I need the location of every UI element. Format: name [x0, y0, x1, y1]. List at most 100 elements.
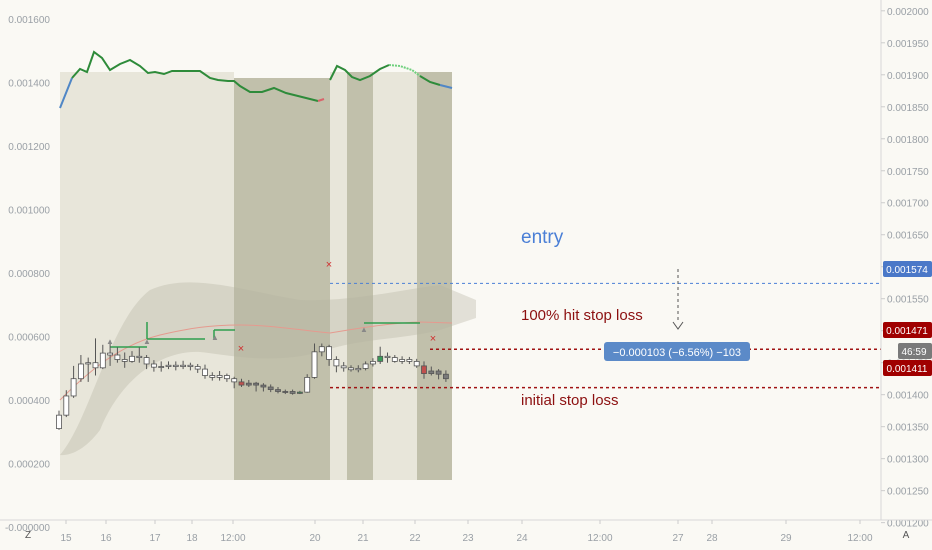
buy-triangle-mark: ▲: [143, 337, 151, 346]
candle-body: [194, 366, 201, 370]
left-axis-tick: 0.000400: [8, 396, 50, 407]
auto-scale-button[interactable]: A: [903, 530, 910, 541]
right-axis-tick: 0.001250: [887, 487, 929, 498]
candle-body: [202, 368, 208, 376]
candle-body: [391, 357, 398, 362]
buy-triangle-mark: ▲: [360, 325, 368, 334]
candle-body: [413, 361, 420, 367]
level-lines: [330, 282, 881, 389]
left-axis-tick: -0.000000: [5, 523, 50, 534]
left-axis-tick: 0.001000: [8, 205, 50, 216]
indicator-line-blue: [439, 84, 453, 89]
time-axis-tick: 12:00: [220, 533, 245, 544]
candle-body: [384, 355, 391, 358]
candle-body: [399, 359, 406, 362]
candle-body: [223, 375, 230, 380]
candle-body: [78, 363, 84, 380]
candle-body: [136, 355, 143, 358]
right-axis-tick: 0.001700: [887, 199, 929, 210]
left-axis-tick: 0.001600: [8, 15, 50, 26]
time-axis-tick: 16: [100, 533, 112, 544]
candle-body: [362, 363, 369, 369]
candle-body: [114, 354, 121, 360]
candle-body: [180, 364, 187, 367]
candle-body: [253, 382, 260, 386]
candle-body: [92, 362, 99, 369]
candle-body: [129, 355, 135, 362]
candle-body: [143, 357, 150, 365]
signal-marks: × × × ▲ ▲ ▲ ▲: [106, 259, 436, 355]
candle-body: [231, 378, 238, 383]
left-axis-tick: 0.000800: [8, 269, 50, 280]
candle-body: [216, 375, 223, 378]
measure-box[interactable]: [604, 342, 750, 361]
candle-body: [209, 375, 216, 378]
indicator-line-blue: [59, 77, 73, 109]
candle-body: [296, 391, 303, 394]
left-axis-tick: 0.001200: [8, 142, 50, 153]
candle-body: [187, 364, 194, 367]
candle-body: [442, 373, 449, 380]
candle-body: [311, 351, 318, 378]
right-axis-tick: 0.001200: [887, 519, 929, 530]
sell-cross-mark: ×: [430, 333, 436, 345]
right-axis-tick: 0.001350: [887, 423, 929, 434]
time-axis-tick: 12:00: [587, 533, 612, 544]
indicator-line-green: [419, 75, 441, 86]
dark-band: [417, 72, 452, 480]
right-axis-tick: 0.001550: [887, 295, 929, 306]
support-lines: [110, 322, 420, 348]
right-axis-tick: 0.001950: [887, 39, 929, 50]
candle-body: [165, 364, 172, 367]
top-indicator: [59, 50, 453, 109]
countdown-label: 46:59: [901, 347, 926, 358]
entry-price-badge: [883, 261, 932, 277]
time-axis-tick: 22: [409, 533, 421, 544]
candle-body: [326, 346, 333, 360]
candles: [56, 338, 449, 430]
buy-triangle-mark: ▲: [106, 337, 114, 346]
right-axis-tick: 0.001750: [887, 167, 929, 178]
indicator-line-green: [329, 64, 390, 82]
candle-body: [63, 395, 70, 416]
candle-body: [107, 352, 113, 356]
left-axis-tick: 0.000600: [8, 332, 50, 343]
candle-body: [289, 391, 296, 394]
right-axis-tick: 0.001900: [887, 71, 929, 82]
right-axis-tick: 0.002000: [887, 7, 929, 18]
candle-body: [260, 384, 267, 388]
moving-average-line: [59, 321, 453, 401]
candle-body: [428, 370, 435, 374]
time-axis-tick: 24: [516, 533, 528, 544]
left-axis-tick: 0.001400: [8, 79, 50, 90]
left-price-axis[interactable]: 0.001600 0.001400 0.001200 0.001000 0.000800…: [5, 15, 50, 534]
time-axis-tick: 27: [672, 533, 684, 544]
measure-label: −0.000103 (−6.56%) −103: [613, 347, 741, 359]
indicator-line-red: [317, 98, 325, 102]
candle-body: [282, 391, 289, 393]
shaded-bands: [59, 72, 476, 480]
time-axis-tick: 15: [60, 533, 72, 544]
buy-triangle-mark: ▲: [211, 333, 219, 342]
light-band: [373, 72, 417, 480]
candle-body: [369, 361, 376, 365]
z-scale-button[interactable]: Z: [25, 530, 31, 541]
candle-body: [56, 414, 62, 429]
time-axis[interactable]: 15 16 17 18 12:00 20 21 22 23 24 12:00 27 28 29 12:00: [60, 520, 873, 544]
time-axis-tick: 12:00: [847, 533, 872, 544]
candle-body: [150, 363, 157, 368]
countdown-badge: [898, 343, 932, 359]
time-axis-tick: 23: [462, 533, 474, 544]
candle-body: [304, 377, 311, 393]
candle-body: [435, 370, 442, 375]
right-axis-tick: 0.001850: [887, 103, 929, 114]
candle-body: [158, 366, 165, 368]
light-band: [330, 72, 347, 480]
hit-stop-annotation: 100% hit stop loss: [521, 307, 643, 324]
candle-body: [99, 352, 106, 369]
measure-arrow-icon: [672, 321, 684, 330]
candle-body: [245, 382, 252, 386]
volatility-band: [60, 282, 476, 456]
initial-price-badge: [883, 360, 932, 376]
